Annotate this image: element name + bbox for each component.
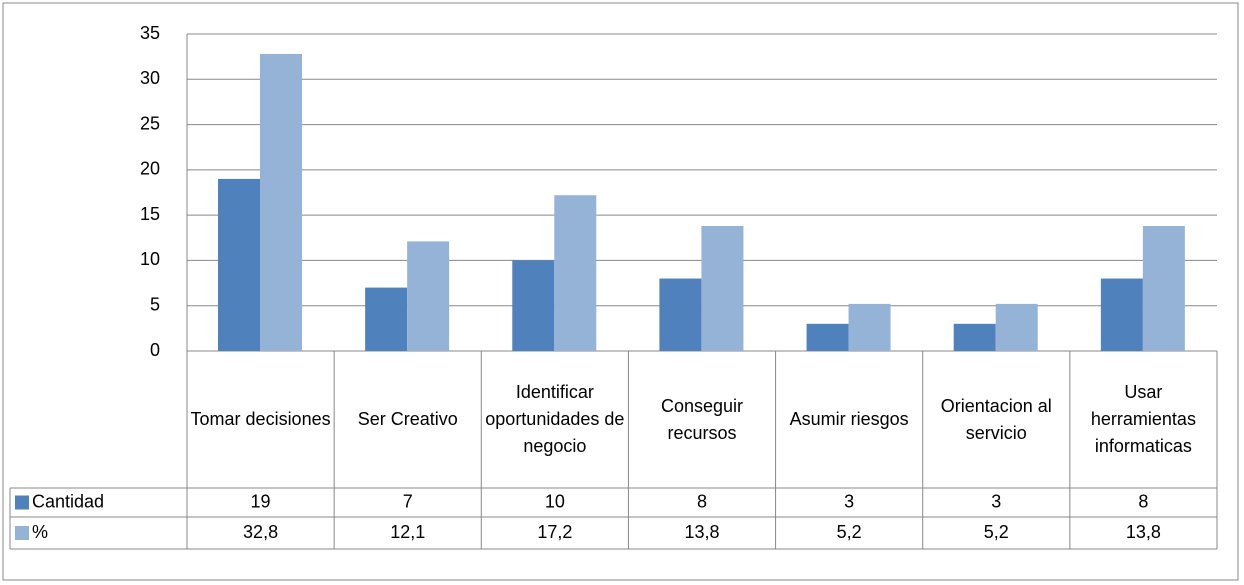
x-tick-label: Conseguir recursos	[660, 395, 744, 443]
table-value: 8	[697, 491, 707, 511]
x-tick-label: Ser Creativo	[357, 409, 458, 429]
x-tick-label: Asumir riesgos	[789, 409, 909, 429]
bar	[365, 287, 408, 351]
bar	[1100, 278, 1143, 351]
bar	[554, 195, 597, 351]
bar	[1142, 226, 1185, 351]
x-tick-label: Orientacion al servicio	[940, 395, 1052, 443]
bar	[659, 278, 702, 351]
legend-swatch	[15, 526, 29, 540]
table-value: 17,2	[537, 522, 572, 542]
legend-label: %	[32, 522, 48, 542]
bar	[701, 226, 744, 351]
table-value: 8	[1138, 491, 1148, 511]
table-value: 5,2	[984, 522, 1009, 542]
x-tick-label: Usar herramientas informaticas	[1090, 382, 1196, 456]
legend-label: Cantidad	[32, 491, 104, 511]
y-tick-label: 15	[140, 204, 160, 224]
x-tick-label: Identificar oportunidades de negocio	[485, 382, 625, 456]
table-value: 3	[844, 491, 854, 511]
bar	[953, 323, 996, 351]
bar	[995, 303, 1038, 351]
table-value: 19	[251, 491, 271, 511]
table-value: 10	[545, 491, 565, 511]
y-tick-label: 35	[140, 23, 160, 43]
table-value: 7	[403, 491, 413, 511]
bar	[512, 260, 555, 351]
table-value: 5,2	[837, 522, 862, 542]
bar	[806, 323, 849, 351]
bar	[848, 303, 891, 351]
y-tick-label: 20	[140, 159, 160, 179]
table-value: 13,8	[684, 522, 719, 542]
bar	[260, 53, 302, 351]
bar	[218, 178, 260, 351]
y-tick-label: 30	[140, 68, 160, 88]
y-tick-label: 10	[140, 249, 160, 269]
y-tick-label: 5	[150, 294, 160, 314]
y-tick-label: 25	[140, 113, 160, 133]
table-value: 3	[991, 491, 1001, 511]
table-value: 13,8	[1126, 522, 1161, 542]
x-tick-label: Tomar decisiones	[190, 409, 331, 429]
table-value: 12,1	[390, 522, 425, 542]
table-value: 32,8	[243, 522, 278, 542]
bar	[407, 241, 450, 351]
legend-swatch	[15, 495, 29, 510]
y-tick-label: 0	[150, 340, 160, 360]
